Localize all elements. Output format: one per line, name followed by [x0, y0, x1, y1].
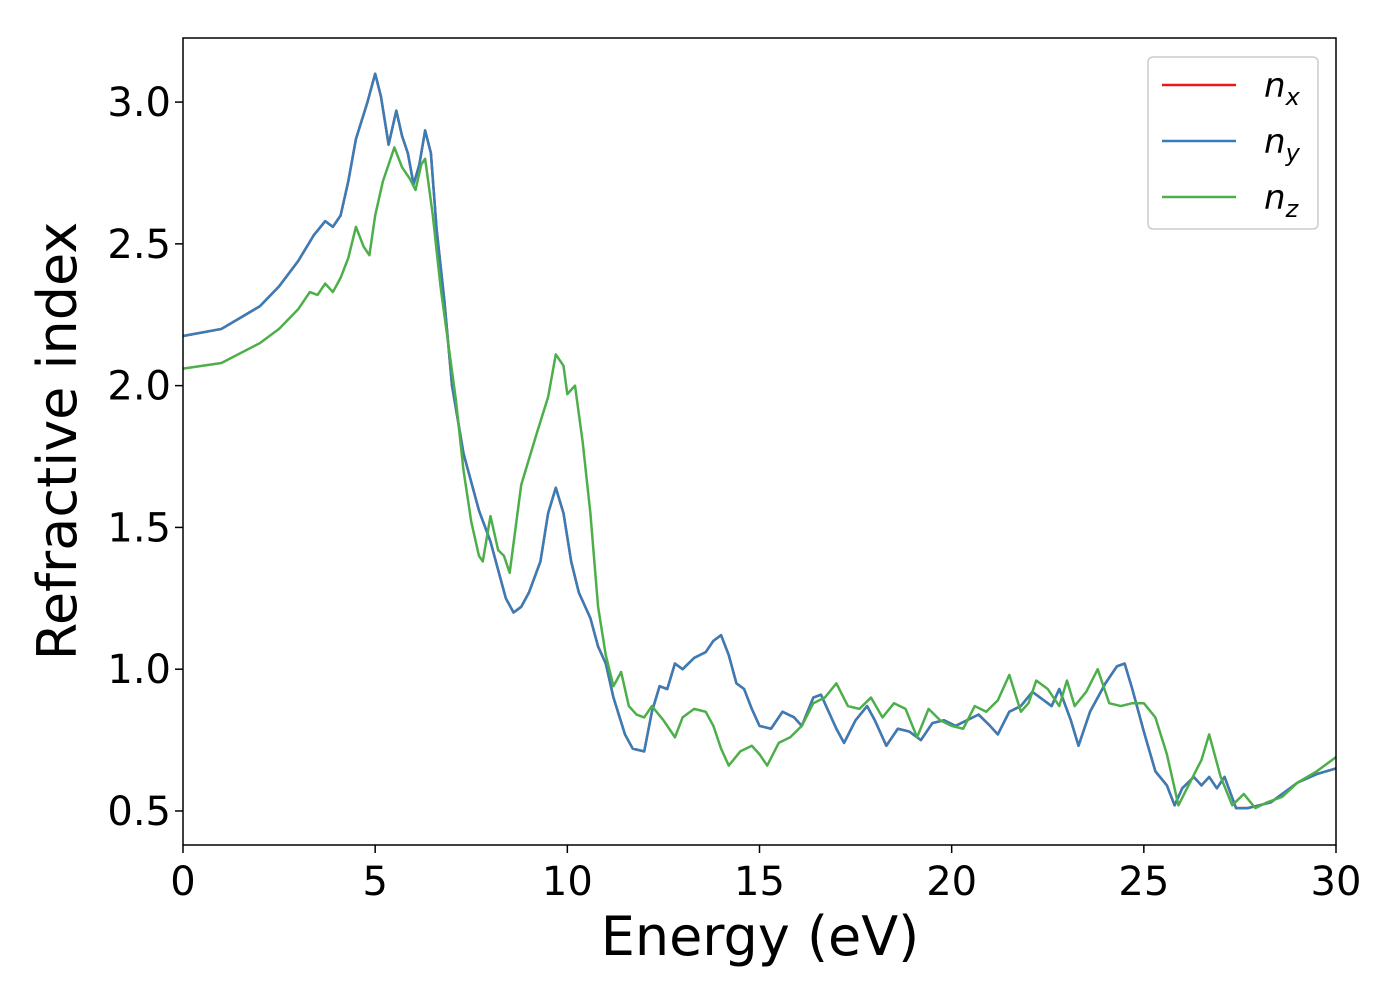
x-tick-label: 10: [542, 859, 593, 905]
x-tick-label: 5: [362, 859, 387, 905]
series-line: [182, 146, 1337, 810]
y-tick-label: 2.0: [107, 364, 171, 410]
y-tick-label: 2.5: [107, 222, 171, 268]
legend-label: nz: [1264, 178, 1300, 223]
y-axis-label: Refractive index: [26, 222, 89, 661]
y-tick-label: 3.0: [107, 80, 171, 126]
series-line: [182, 72, 1337, 810]
x-tick-label: 0: [170, 859, 195, 905]
legend-label: ny: [1264, 122, 1301, 167]
y-tick-label: 0.5: [107, 789, 171, 835]
x-tick-label: 30: [1311, 859, 1362, 905]
x-tick-label: 15: [734, 859, 785, 905]
legend-box: [1147, 56, 1319, 230]
x-tick-label: 20: [926, 859, 977, 905]
legend-label: nx: [1264, 66, 1301, 111]
y-tick-label: 1.0: [107, 647, 171, 693]
x-tick-label: 25: [1118, 859, 1169, 905]
plot-frame: [182, 37, 1337, 846]
y-tick-label: 1.5: [107, 505, 171, 551]
x-axis-label: Energy (eV): [601, 905, 920, 968]
plot-area: [183, 38, 1336, 845]
